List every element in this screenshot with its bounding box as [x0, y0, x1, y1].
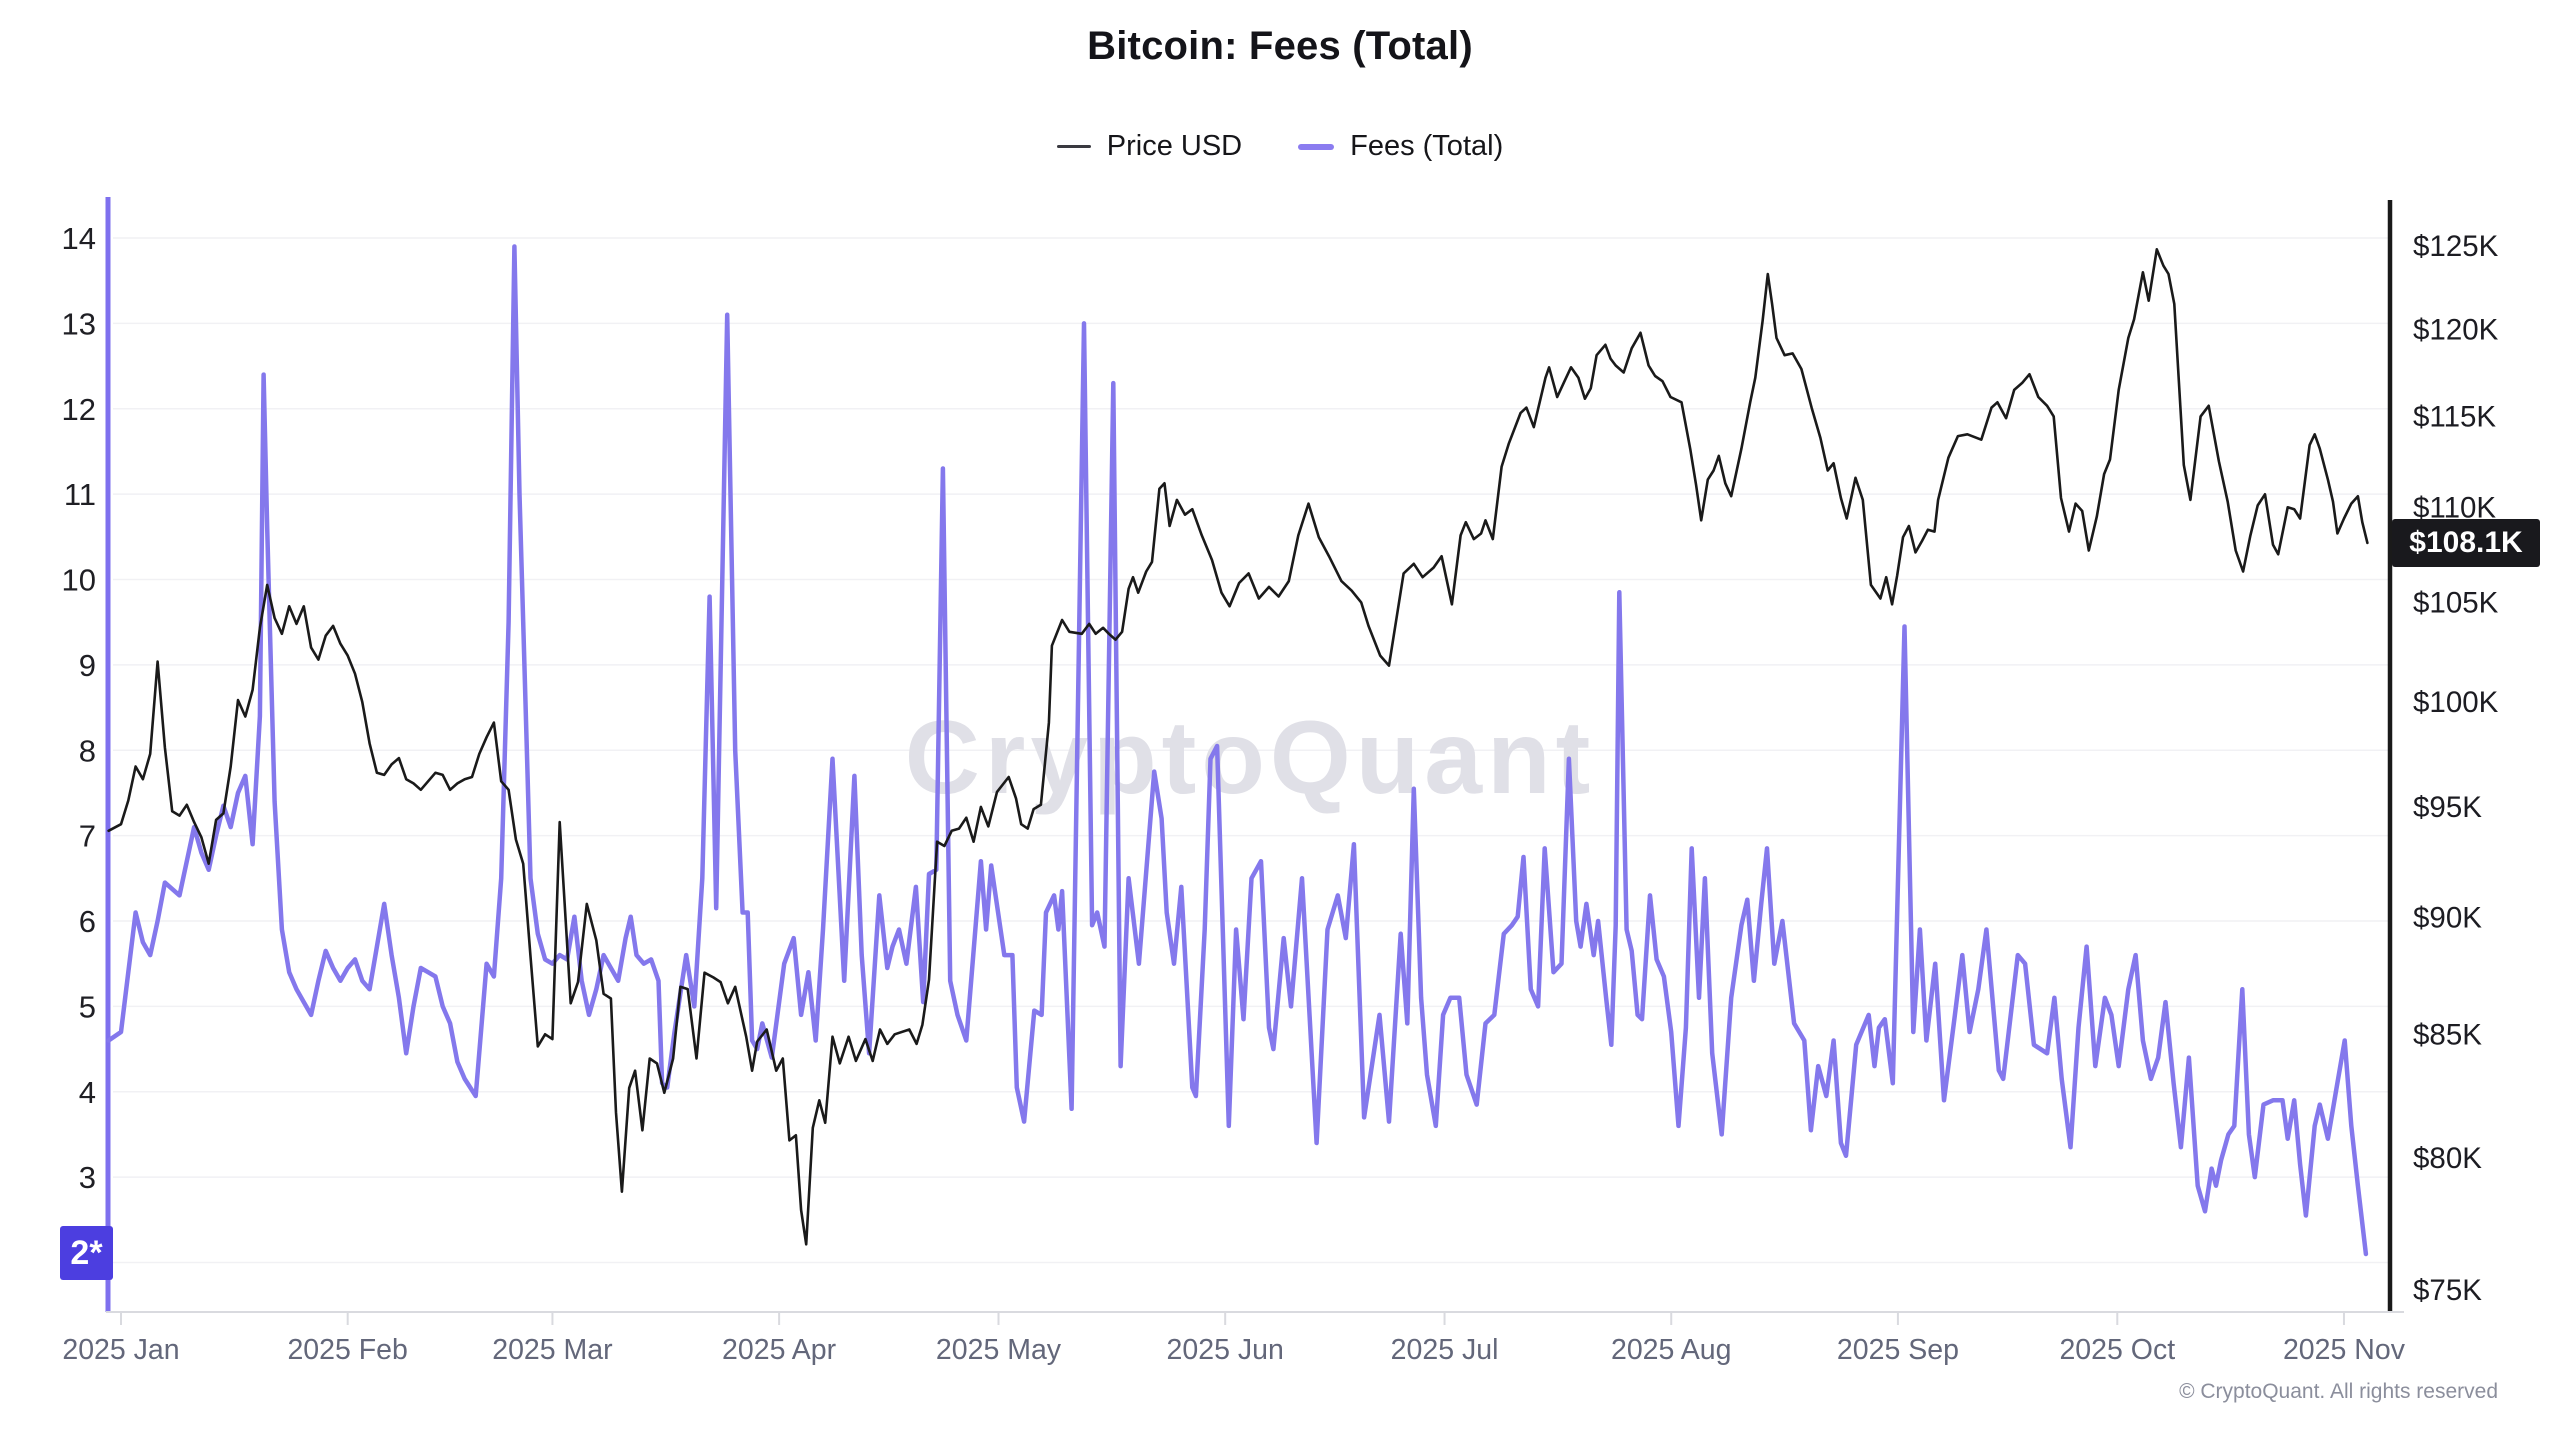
legend-item-fees-total[interactable]: Fees (Total): [1298, 130, 1503, 163]
x-tick-label-2025-nov: 2025 Nov: [2283, 1334, 2406, 1366]
fees-axis-label-10: 10: [62, 563, 96, 598]
fees-line: [106, 244, 2369, 1257]
fees-axis-label-12: 12: [62, 392, 96, 427]
price-axis-label-105k: $105K: [2413, 586, 2499, 619]
price-axis-label-100k: $100K: [2413, 686, 2499, 719]
x-tick-label-2025-sep: 2025 Sep: [1837, 1334, 1959, 1366]
fees-current-value-badge: 2*: [60, 1226, 113, 1280]
x-tick-label-2025-feb: 2025 Feb: [287, 1334, 407, 1366]
x-tick-label-2025-apr: 2025 Apr: [722, 1334, 837, 1366]
price-axis-label-90k: $90K: [2413, 901, 2482, 934]
price-axis-label-120k: $120K: [2413, 313, 2499, 346]
fees-axis-label-8: 8: [79, 733, 96, 768]
x-tick-label-2025-mar: 2025 Mar: [492, 1334, 613, 1366]
fees-axis-label-11: 11: [64, 477, 96, 512]
fees-axis-label-3: 3: [79, 1160, 96, 1195]
price-axis-label-85k: $85K: [2413, 1018, 2482, 1051]
price-axis-label-125k: $125K: [2413, 230, 2499, 263]
price-axis-label-80k: $80K: [2413, 1142, 2482, 1175]
fees-line-swatch-icon: [1298, 143, 1335, 150]
page-title: Bitcoin: Fees (Total): [1087, 24, 1473, 68]
fees-axis-label-5: 5: [79, 989, 96, 1024]
legend: Price USD Fees (Total): [0, 130, 2560, 163]
fees-axis-label-13: 13: [62, 306, 96, 341]
price-line-swatch-icon: [1056, 145, 1091, 148]
price-axis-label-110k: $110K: [2413, 491, 2496, 524]
price-line: [107, 248, 2369, 1246]
fees-axis-label-9: 9: [79, 648, 96, 683]
price-current-value-badge: $108.1K: [2392, 519, 2540, 567]
legend-label-fees-total: Fees (Total): [1350, 130, 1504, 162]
x-tick-label-2025-jun: 2025 Jun: [1167, 1334, 1284, 1366]
price-axis-label-115k: $115K: [2413, 400, 2496, 433]
fees-axis-label-7: 7: [79, 819, 96, 854]
watermark: CryptoQuant: [905, 700, 1596, 816]
copyright-notice: © CryptoQuant. All rights reserved: [2179, 1380, 2498, 1403]
price-axis-label-95k: $95K: [2413, 791, 2482, 824]
legend-label-price-usd: Price USD: [1106, 130, 1243, 162]
legend-item-price-usd[interactable]: Price USD: [1056, 130, 1243, 163]
x-tick-label-2025-may: 2025 May: [936, 1334, 1062, 1366]
x-tick-label-2025-oct: 2025 Oct: [2059, 1334, 2175, 1366]
fees-axis-label-4: 4: [79, 1075, 96, 1110]
x-tick-label-2025-aug: 2025 Aug: [1611, 1334, 1731, 1366]
x-tick-label-2025-jul: 2025 Jul: [1391, 1334, 1499, 1366]
price-axis-label-75k: $75K: [2413, 1274, 2482, 1307]
x-tick-label-2025-jan: 2025 Jan: [62, 1334, 179, 1366]
fees-axis-label-14: 14: [62, 221, 96, 256]
fees-axis-label-6: 6: [79, 904, 96, 939]
